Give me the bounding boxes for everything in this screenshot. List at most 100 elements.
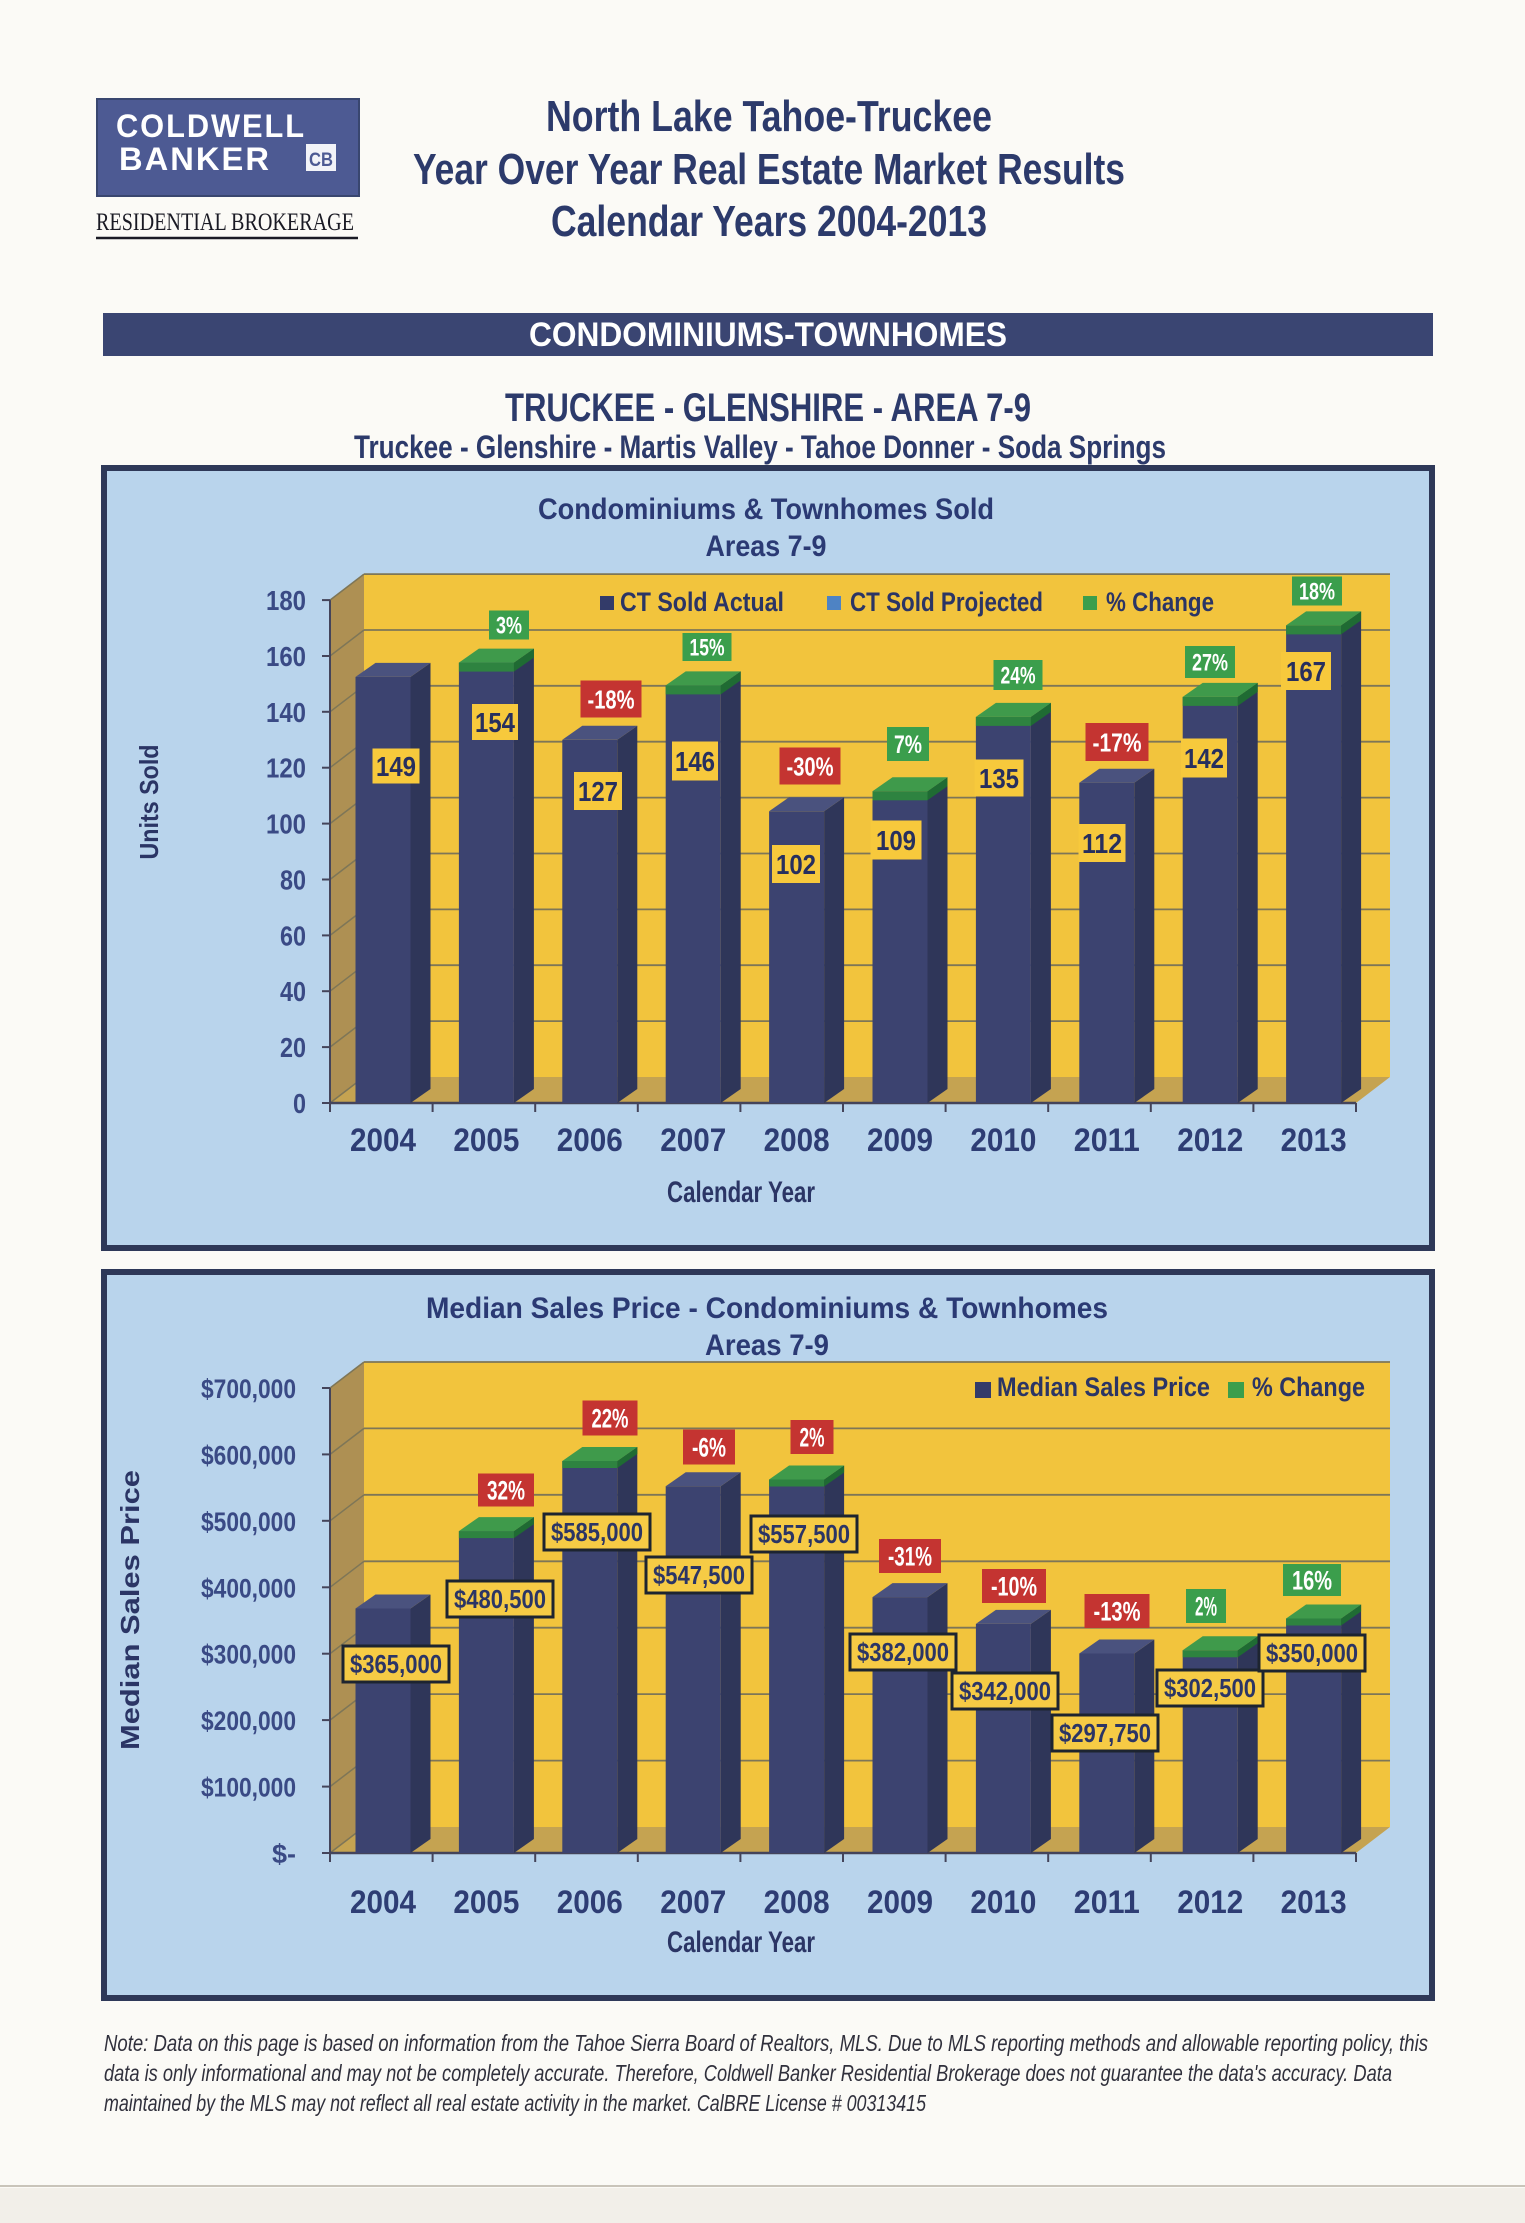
svg-text:$480,500: $480,500 bbox=[454, 1584, 546, 1614]
svg-text:Units Sold: Units Sold bbox=[134, 745, 164, 860]
svg-text:2007: 2007 bbox=[660, 1122, 726, 1158]
svg-text:2011: 2011 bbox=[1074, 1884, 1140, 1920]
svg-text:140: 140 bbox=[266, 697, 306, 728]
svg-text:$365,000: $365,000 bbox=[350, 1649, 442, 1679]
svg-text:BANKER: BANKER bbox=[119, 141, 271, 177]
svg-text:Truckee - Glenshire - Martis V: Truckee - Glenshire - Martis Valley - Ta… bbox=[354, 429, 1166, 465]
svg-text:2004: 2004 bbox=[350, 1884, 416, 1920]
svg-text:149: 149 bbox=[376, 751, 416, 782]
svg-text:2%: 2% bbox=[1195, 1592, 1217, 1622]
svg-text:80: 80 bbox=[280, 865, 306, 896]
svg-text:CT Sold Projected: CT Sold Projected bbox=[850, 587, 1043, 617]
svg-text:15%: 15% bbox=[690, 635, 725, 662]
svg-text:18%: 18% bbox=[1299, 579, 1335, 606]
svg-text:$302,500: $302,500 bbox=[1164, 1673, 1256, 1703]
svg-text:-18%: -18% bbox=[588, 684, 635, 714]
svg-text:$382,000: $382,000 bbox=[857, 1637, 949, 1667]
svg-text:Median Sales Price - Condomini: Median Sales Price - Condominiums & Town… bbox=[426, 1292, 1108, 1325]
svg-text:$500,000: $500,000 bbox=[201, 1507, 296, 1537]
svg-text:3%: 3% bbox=[496, 613, 522, 640]
svg-text:Year Over Year Real Estate Mar: Year Over Year Real Estate Market Result… bbox=[413, 145, 1125, 194]
svg-text:2005: 2005 bbox=[453, 1122, 519, 1158]
svg-text:167: 167 bbox=[1286, 656, 1326, 687]
svg-text:North Lake Tahoe-Truckee: North Lake Tahoe-Truckee bbox=[546, 92, 992, 141]
svg-text:COLDWELL: COLDWELL bbox=[116, 108, 306, 144]
svg-text:data is only informational and: data is only informational and may not b… bbox=[104, 2060, 1392, 2086]
svg-text:2010: 2010 bbox=[970, 1884, 1036, 1920]
svg-text:% Change: % Change bbox=[1252, 1372, 1365, 1402]
svg-text:2005: 2005 bbox=[453, 1884, 519, 1920]
svg-text:Calendar Year: Calendar Year bbox=[667, 1176, 815, 1209]
svg-text:100: 100 bbox=[266, 809, 306, 840]
svg-text:$585,000: $585,000 bbox=[551, 1517, 643, 1547]
svg-text:$400,000: $400,000 bbox=[201, 1573, 296, 1603]
svg-text:2012: 2012 bbox=[1177, 1884, 1243, 1920]
svg-text:127: 127 bbox=[578, 776, 618, 807]
svg-text:2010: 2010 bbox=[970, 1122, 1036, 1158]
svg-text:Calendar Years 2004-2013: Calendar Years 2004-2013 bbox=[551, 197, 987, 246]
svg-text:$-: $- bbox=[272, 1839, 296, 1869]
svg-text:109: 109 bbox=[876, 825, 916, 856]
svg-text:24%: 24% bbox=[1001, 663, 1036, 690]
svg-text:2%: 2% bbox=[800, 1423, 825, 1453]
svg-text:135: 135 bbox=[979, 763, 1019, 794]
svg-text:60: 60 bbox=[280, 920, 306, 951]
svg-text:40: 40 bbox=[280, 976, 306, 1007]
svg-text:Areas 7-9: Areas 7-9 bbox=[706, 530, 827, 563]
svg-text:2009: 2009 bbox=[867, 1884, 933, 1920]
svg-text:22%: 22% bbox=[592, 1404, 629, 1434]
svg-text:120: 120 bbox=[266, 753, 306, 784]
svg-text:CT Sold Actual: CT Sold Actual bbox=[620, 587, 784, 617]
svg-text:2013: 2013 bbox=[1281, 1122, 1347, 1158]
svg-text:160: 160 bbox=[266, 641, 306, 672]
svg-text:$342,000: $342,000 bbox=[959, 1676, 1051, 1706]
svg-text:2007: 2007 bbox=[660, 1884, 726, 1920]
svg-text:Condominiums & Townhomes Sold: Condominiums & Townhomes Sold bbox=[538, 493, 994, 526]
svg-text:146: 146 bbox=[675, 746, 715, 777]
svg-text:2011: 2011 bbox=[1074, 1122, 1140, 1158]
svg-text:$557,500: $557,500 bbox=[758, 1519, 850, 1549]
svg-text:0: 0 bbox=[293, 1088, 306, 1119]
svg-text:32%: 32% bbox=[487, 1476, 525, 1506]
svg-text:$547,500: $547,500 bbox=[653, 1560, 745, 1590]
svg-text:20: 20 bbox=[280, 1032, 306, 1063]
svg-text:$200,000: $200,000 bbox=[201, 1706, 296, 1736]
svg-text:Median Sales Price: Median Sales Price bbox=[997, 1372, 1210, 1402]
svg-text:$297,750: $297,750 bbox=[1059, 1718, 1151, 1748]
svg-text:102: 102 bbox=[776, 849, 816, 880]
svg-text:2013: 2013 bbox=[1281, 1884, 1347, 1920]
svg-text:2006: 2006 bbox=[557, 1122, 623, 1158]
svg-text:112: 112 bbox=[1082, 828, 1122, 859]
svg-text:TRUCKEE - GLENSHIRE - AREA 7-9: TRUCKEE - GLENSHIRE - AREA 7-9 bbox=[505, 386, 1031, 430]
svg-text:Calendar Year: Calendar Year bbox=[667, 1926, 815, 1959]
svg-text:Note: Data on this page is bas: Note: Data on this page is based on info… bbox=[104, 2030, 1428, 2056]
svg-text:2004: 2004 bbox=[350, 1122, 416, 1158]
svg-text:180: 180 bbox=[266, 585, 306, 616]
svg-text:-13%: -13% bbox=[1094, 1597, 1141, 1627]
svg-text:7%: 7% bbox=[894, 731, 922, 759]
svg-text:2008: 2008 bbox=[764, 1122, 830, 1158]
svg-text:$350,000: $350,000 bbox=[1266, 1638, 1358, 1668]
svg-text:$700,000: $700,000 bbox=[201, 1374, 296, 1404]
svg-text:-30%: -30% bbox=[787, 751, 834, 781]
svg-text:CONDOMINIUMS-TOWNHOMES: CONDOMINIUMS-TOWNHOMES bbox=[529, 316, 1007, 354]
svg-text:$600,000: $600,000 bbox=[201, 1440, 296, 1470]
svg-text:2009: 2009 bbox=[867, 1122, 933, 1158]
svg-text:-6%: -6% bbox=[692, 1433, 726, 1463]
svg-text:maintained by the MLS may not: maintained by the MLS may not reflect al… bbox=[104, 2090, 926, 2116]
svg-text:Median Sales Price: Median Sales Price bbox=[115, 1470, 145, 1750]
svg-text:2012: 2012 bbox=[1177, 1122, 1243, 1158]
svg-text:Areas 7-9: Areas 7-9 bbox=[705, 1329, 829, 1362]
svg-text:16%: 16% bbox=[1292, 1566, 1332, 1596]
svg-text:CB: CB bbox=[309, 150, 333, 171]
svg-text:2006: 2006 bbox=[557, 1884, 623, 1920]
svg-text:-31%: -31% bbox=[888, 1542, 932, 1572]
svg-text:154: 154 bbox=[475, 707, 515, 738]
svg-text:27%: 27% bbox=[1192, 650, 1228, 677]
svg-text:RESIDENTIAL BROKERAGE: RESIDENTIAL BROKERAGE bbox=[96, 209, 354, 236]
svg-text:-10%: -10% bbox=[991, 1572, 1037, 1602]
svg-text:$100,000: $100,000 bbox=[201, 1773, 296, 1803]
svg-text:-17%: -17% bbox=[1093, 727, 1142, 757]
svg-text:2008: 2008 bbox=[764, 1884, 830, 1920]
svg-text:142: 142 bbox=[1184, 743, 1224, 774]
